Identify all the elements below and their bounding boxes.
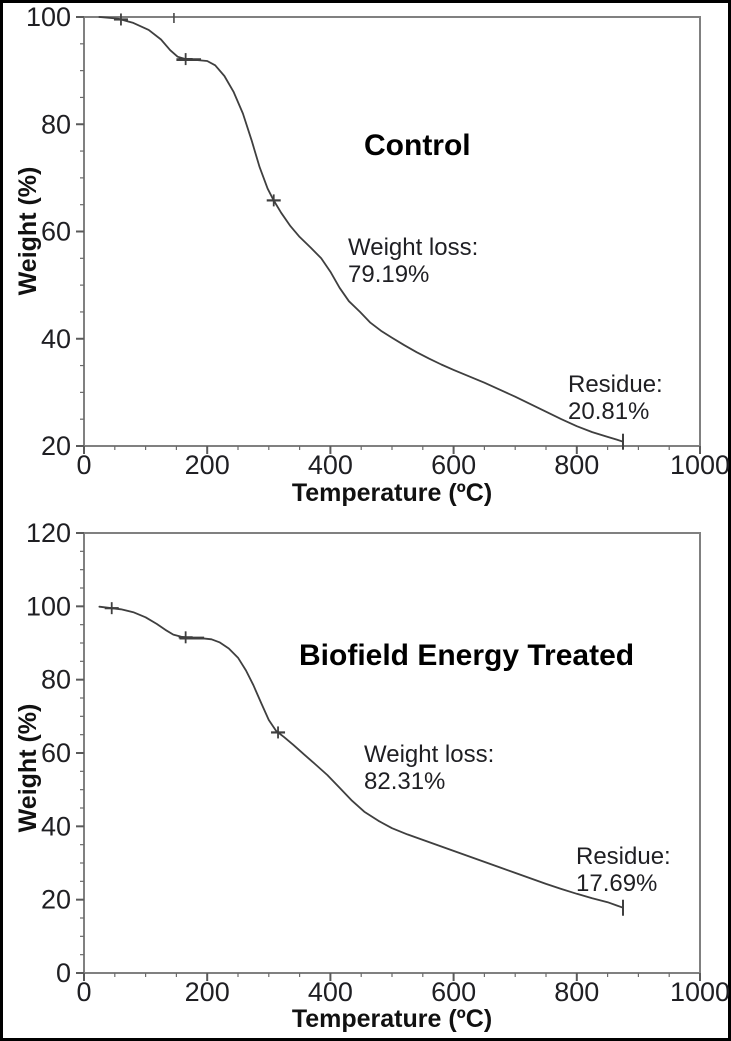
residue-value: 20.81% bbox=[568, 398, 650, 425]
x-tick-label: 400 bbox=[308, 450, 353, 480]
y-tick-label: 40 bbox=[41, 811, 71, 841]
tga-chart-control: 0 200 400 600 800 1000 20 40 60 80 100 Control Wei… bbox=[3, 3, 730, 520]
x-tick-label: 1000 bbox=[670, 977, 730, 1007]
x-tick-label: 200 bbox=[185, 450, 230, 480]
y-tick-label: 80 bbox=[41, 665, 71, 695]
weight-loss-label: Weight loss: bbox=[348, 234, 479, 261]
figure-frame: 0 200 400 600 800 1000 20 40 60 80 100 Control Wei… bbox=[3, 3, 730, 1038]
x-tick-label: 1000 bbox=[670, 450, 730, 480]
y-tick-label: 60 bbox=[41, 738, 71, 768]
x-tick-label: 600 bbox=[431, 450, 476, 480]
weight-loss-value: 79.19% bbox=[348, 261, 430, 288]
residue-label: Residue: bbox=[576, 843, 671, 870]
x-tick-label: 400 bbox=[308, 977, 353, 1007]
y-tick-label: 100 bbox=[26, 591, 71, 621]
y-tick-label: 20 bbox=[41, 431, 71, 461]
plot-svg-control: 0 200 400 600 800 1000 20 40 60 80 100 bbox=[26, 3, 730, 480]
y-tick-label: 80 bbox=[41, 109, 71, 139]
y-tick-label: 20 bbox=[41, 885, 71, 915]
x-tick-label: 0 bbox=[76, 977, 91, 1007]
y-tick-label: 0 bbox=[56, 958, 71, 988]
residue-annotation: Residue: 20.81% bbox=[568, 371, 663, 425]
y-tick-label: 40 bbox=[41, 324, 71, 354]
plot-svg-biofield: 0 200 400 600 800 1000 0 20 40 60 80 100 120 bbox=[26, 520, 730, 1007]
x-tick-label: 800 bbox=[554, 450, 599, 480]
x-tick-label: 0 bbox=[76, 450, 91, 480]
residue-annotation: Residue: 17.69% bbox=[576, 843, 671, 897]
residue-value: 17.69% bbox=[576, 870, 658, 897]
x-tick-label: 600 bbox=[431, 977, 476, 1007]
chart-title: Biofield Energy Treated bbox=[299, 639, 635, 672]
y-tick-label: 120 bbox=[26, 520, 71, 548]
chart-title: Control bbox=[364, 129, 471, 162]
y-tick-label: 100 bbox=[26, 3, 71, 32]
x-axis-label: Temperature (ºC) bbox=[291, 479, 493, 507]
y-axis-label: Weight (%) bbox=[14, 166, 42, 296]
weight-loss-annotation: Weight loss: 79.19% bbox=[348, 234, 478, 288]
tga-curve bbox=[98, 605, 624, 909]
weight-loss-value: 82.31% bbox=[364, 768, 446, 795]
y-tick-label: 60 bbox=[41, 217, 71, 247]
tga-chart-biofield-treated: 0 200 400 600 800 1000 0 20 40 60 80 100 120 Biofiel… bbox=[3, 520, 730, 1038]
weight-loss-annotation: Weight loss: 82.31% bbox=[364, 741, 494, 795]
x-axis-label: Temperature (ºC) bbox=[291, 1005, 493, 1033]
x-tick-label: 800 bbox=[554, 977, 599, 1007]
residue-label: Residue: bbox=[568, 371, 663, 398]
tga-curve bbox=[98, 16, 624, 443]
x-tick-label: 200 bbox=[185, 977, 230, 1007]
y-axis-label: Weight (%) bbox=[14, 703, 42, 833]
weight-loss-label: Weight loss: bbox=[364, 741, 495, 768]
